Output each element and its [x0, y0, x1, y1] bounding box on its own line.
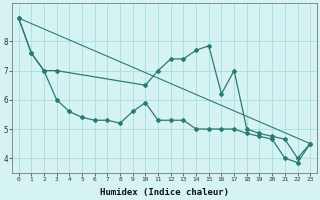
X-axis label: Humidex (Indice chaleur): Humidex (Indice chaleur)	[100, 188, 229, 197]
